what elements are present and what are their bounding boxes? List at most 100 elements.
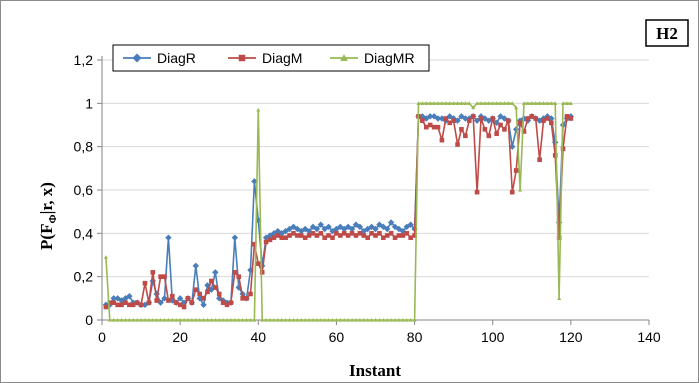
data-point-diagm [107,300,113,305]
data-point-diagmr [350,317,355,322]
data-point-diagm [115,302,120,308]
data-point-diagr [266,232,274,239]
data-point-diagmr [154,317,159,322]
data-point-diagm [498,122,503,128]
data-point-diagmr [310,317,316,322]
data-point-diagm [322,235,328,240]
data-point-diagm [470,114,476,119]
data-point-diagmr [318,317,323,322]
data-point-diagmr [111,317,116,322]
data-point-diagm [162,274,167,279]
y-tick-label: 1,2 [74,52,94,68]
data-point-diagm [244,296,249,301]
data-point-diagmr [271,317,276,322]
data-point-diagm [552,153,558,158]
data-point-diagmr [396,317,401,322]
badge: H2 [645,19,689,47]
gridlines [102,59,649,278]
data-point-diagmr [353,317,359,322]
data-point-diagmr [228,317,233,322]
data-point-diagmr [150,317,155,322]
data-point-diagmr [443,101,448,105]
data-point-diagr [372,225,379,233]
series-diagr [102,113,575,309]
data-point-diagmr [322,317,327,322]
data-point-diagm [224,302,230,308]
data-point-diagmr [377,317,382,322]
data-point-diagmr [232,317,237,322]
data-point-diagr [348,225,356,233]
data-point-diagmr [201,317,206,322]
y-tick-label: 0,6 [74,182,94,198]
data-point-diagm [560,146,566,152]
x-axis-title: Instant [349,361,401,380]
data-point-diagmr [557,296,562,300]
data-point-diagm [310,231,316,236]
data-point-diagmr [170,317,175,322]
data-point-diagmr [482,101,487,105]
data-point-diagm [459,127,464,132]
data-point-diagmr [123,317,128,322]
x-tick-label: 120 [559,329,583,345]
data-point-diagmr [107,317,112,322]
x-tick-label: 20 [172,329,188,345]
x-tick-label: 100 [481,329,505,345]
data-point-diagmr [435,101,441,105]
data-point-diagm [533,116,538,121]
data-point-diagm [259,270,265,275]
legend-label-diagm: DiagM [262,50,302,66]
data-point-diagm [119,302,124,308]
data-point-diagmr [373,317,378,322]
data-point-diagm [154,298,160,303]
data-point-diagmr [447,101,452,105]
data-point-diagmr [182,317,187,322]
data-point-diagm [443,116,449,121]
legend-box [112,44,430,72]
data-point-diagmr [514,105,519,110]
data-point-diagm [541,118,546,123]
data-point-diagm [181,304,187,310]
data-point-diagm [338,233,343,238]
data-point-diagr [110,295,117,302]
data-point-diagm [279,235,285,240]
data-point-diagr [387,219,395,226]
data-point-diagm [513,168,519,173]
data-point-diagm [146,300,152,305]
data-point-diagm [287,233,292,238]
data-point-diagmr [244,317,249,322]
data-point-diagmr [135,317,140,322]
data-point-diagr [301,225,309,233]
data-point-diagm [298,233,304,238]
data-point-diagmr [217,317,222,322]
x-tick-label: 140 [637,329,661,345]
data-point-diagr [118,297,125,304]
data-point-diagmr [506,101,511,105]
data-point-diagm [275,233,281,238]
data-point-diagmr [408,317,413,322]
data-point-diagm [138,302,144,308]
data-point-diagm [439,137,445,143]
data-point-diagm [353,233,359,238]
data-point-diagmr [561,101,566,105]
data-point-diagm [228,300,234,305]
data-point-diagmr [334,317,339,322]
data-point-diagmr [279,317,284,322]
data-point-diagmr [389,317,394,322]
data-point-diagm [361,233,367,238]
x-tick-label: 40 [250,329,266,345]
data-point-diagm [490,116,496,121]
data-point-diagm [494,131,499,136]
data-point-diagm [209,278,214,284]
y-axis-title: P(FΦ|r, x) [37,182,59,250]
data-point-diagmr [521,101,527,105]
data-point-diagm [509,189,515,195]
data-point-diagm [283,235,288,240]
data-point-diagmr [420,101,425,105]
data-point-diagr [208,286,215,293]
data-point-diagm [240,296,245,301]
data-point-diagm [369,231,374,236]
data-point-diagmr [342,317,347,322]
data-point-diagm [295,233,300,238]
data-point-diagm [556,235,562,240]
data-point-diagmr [213,317,218,322]
